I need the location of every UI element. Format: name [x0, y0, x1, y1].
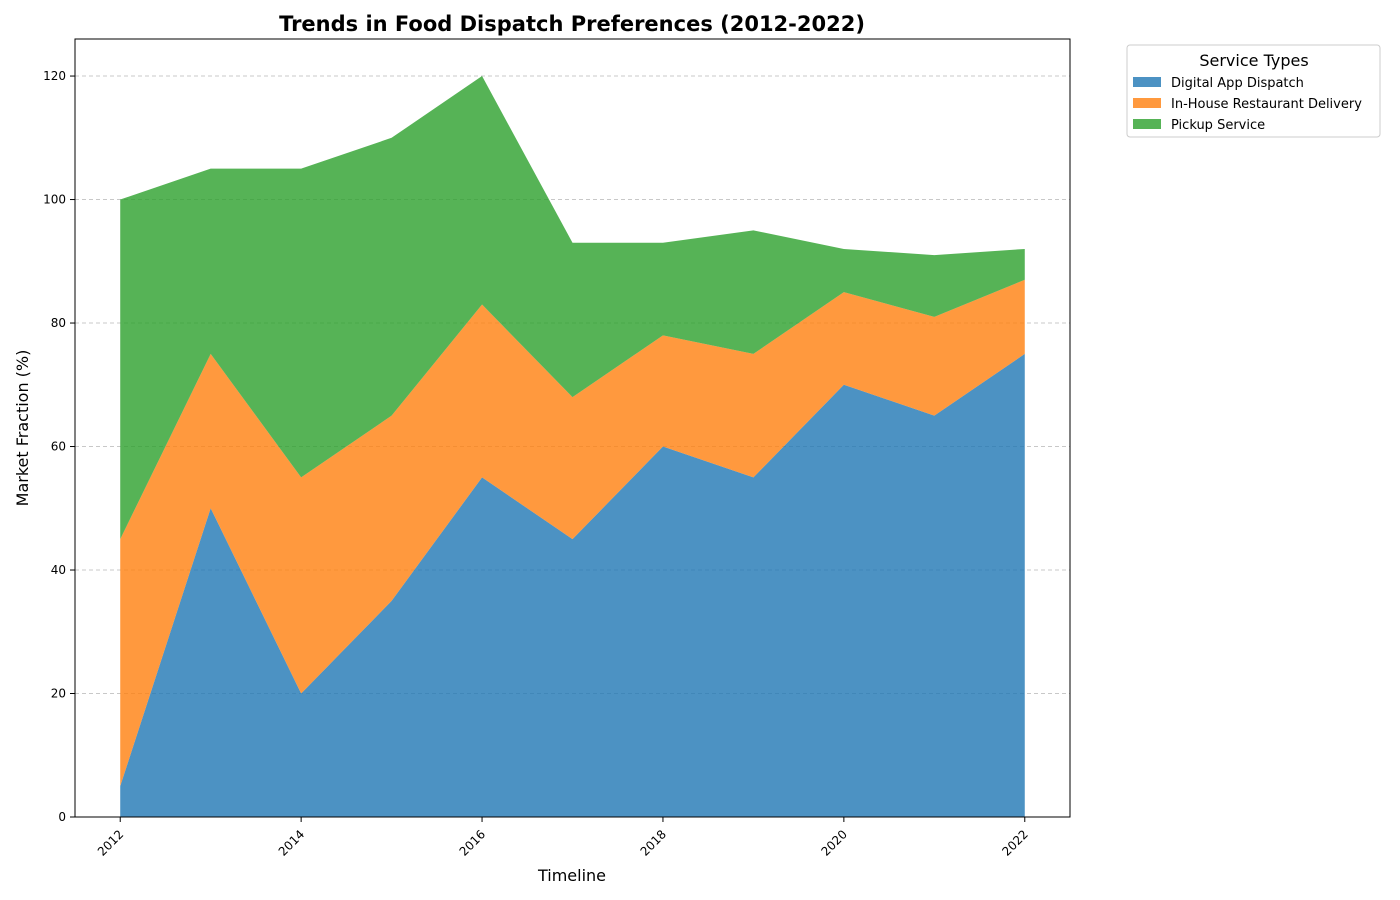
y-tick-label: 80: [51, 316, 66, 330]
area-in-house-restaurant-delivery: [120, 279, 1025, 787]
legend-items: Digital App Dispatch In-House Restaurant …: [1133, 76, 1362, 133]
plot-frame: [74, 38, 1071, 818]
legend-swatch: [1133, 77, 1161, 87]
legend-title: Service Types: [1199, 51, 1308, 70]
legend-box: [1126, 44, 1381, 138]
legend-entry: In-House Restaurant Delivery: [1171, 97, 1362, 112]
y-tick-label: 0: [58, 810, 66, 824]
legend-swatch: [1133, 98, 1161, 108]
legend-entry: Digital App Dispatch: [1171, 76, 1304, 91]
y-tick-label: 60: [51, 440, 66, 454]
y-tick-label: 120: [43, 69, 66, 83]
x-axis-label: Timeline: [537, 866, 606, 885]
area-pickup-service: [120, 76, 1025, 540]
chart-title: Trends in Food Dispatch Preferences (201…: [279, 12, 865, 36]
y-tick-label: 100: [43, 193, 66, 207]
y-axis-label: Market Fraction (%): [13, 350, 32, 507]
y-tick-label: 40: [51, 563, 66, 577]
area-digital-app-dispatch: [120, 353, 1025, 817]
legend-swatch: [1133, 119, 1161, 129]
area-series: [120, 76, 1025, 817]
y-tick-label: 20: [51, 687, 66, 701]
y-axis-ticks: 0 20 40 60 80 100 120: [43, 69, 75, 824]
legend: Service Types Digital App Dispatch In-Hou…: [1126, 44, 1381, 138]
legend-entry: Pickup Service: [1171, 118, 1265, 133]
